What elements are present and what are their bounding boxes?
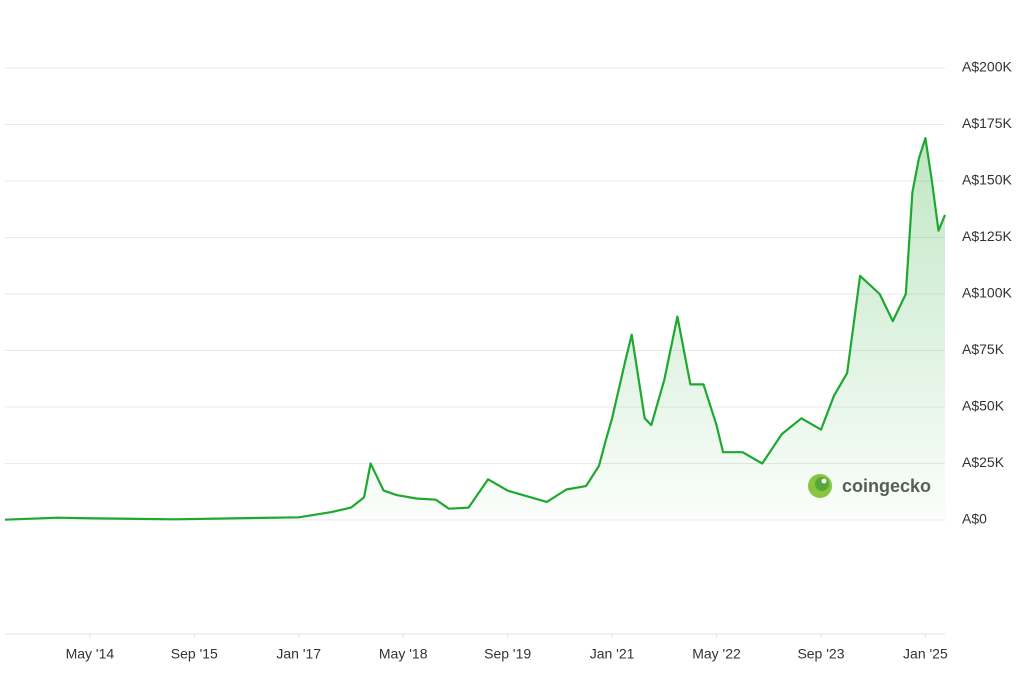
x-tick-label: Sep '15 <box>171 646 218 662</box>
x-tick-label: Jan '25 <box>903 646 948 662</box>
y-tick-label: A$100K <box>962 285 1012 301</box>
x-tick-label: Jan '21 <box>590 646 635 662</box>
y-tick-label: A$175K <box>962 115 1012 131</box>
x-tick-label: Jan '17 <box>276 646 321 662</box>
x-tick-label: May '14 <box>66 646 115 662</box>
price-line <box>4 137 947 521</box>
area-fill <box>5 138 945 520</box>
y-tick-label: A$50K <box>962 398 1005 414</box>
y-tick-label: A$200K <box>962 59 1012 75</box>
y-tick-label: A$75K <box>962 341 1005 357</box>
x-tick-label: Sep '19 <box>484 646 531 662</box>
x-tick-label: May '22 <box>692 646 741 662</box>
x-tick-label: May '18 <box>379 646 428 662</box>
y-tick-label: A$125K <box>962 228 1012 244</box>
x-tick-label: Sep '23 <box>797 646 844 662</box>
y-tick-label: A$0 <box>962 511 987 527</box>
y-tick-label: A$25K <box>962 454 1005 470</box>
y-tick-label: A$150K <box>962 172 1012 188</box>
